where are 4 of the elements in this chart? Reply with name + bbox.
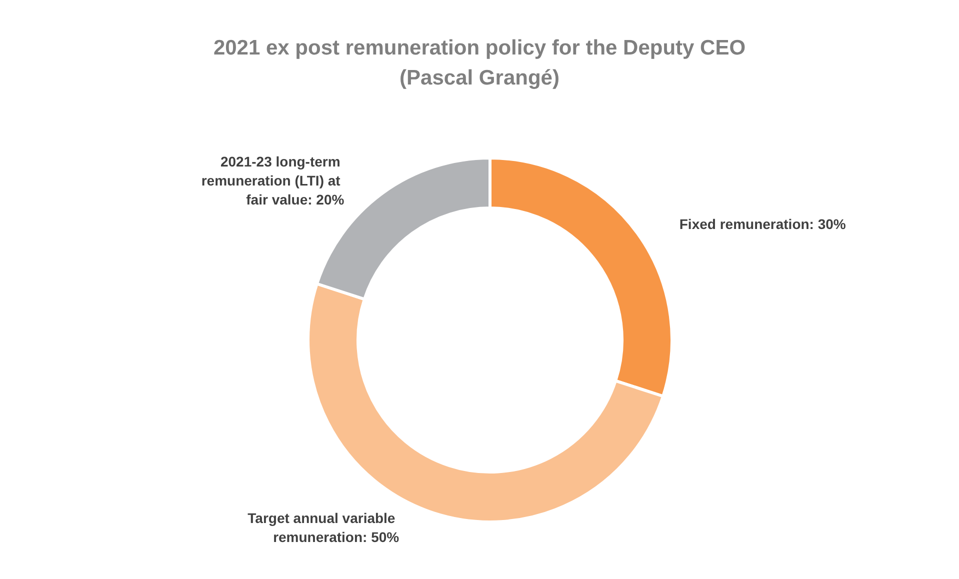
slice-label: 2021-23 long-term remuneration (LTI) at fair value: 20% xyxy=(201,154,345,208)
chart-title: 2021 ex post remuneration policy for the Deputy CEO (Pascal Grangé) xyxy=(213,36,746,90)
slice-label: Fixed remuneration: 30% xyxy=(679,216,846,232)
slice-label: Target annual variable remuneration: 50% xyxy=(248,510,400,545)
